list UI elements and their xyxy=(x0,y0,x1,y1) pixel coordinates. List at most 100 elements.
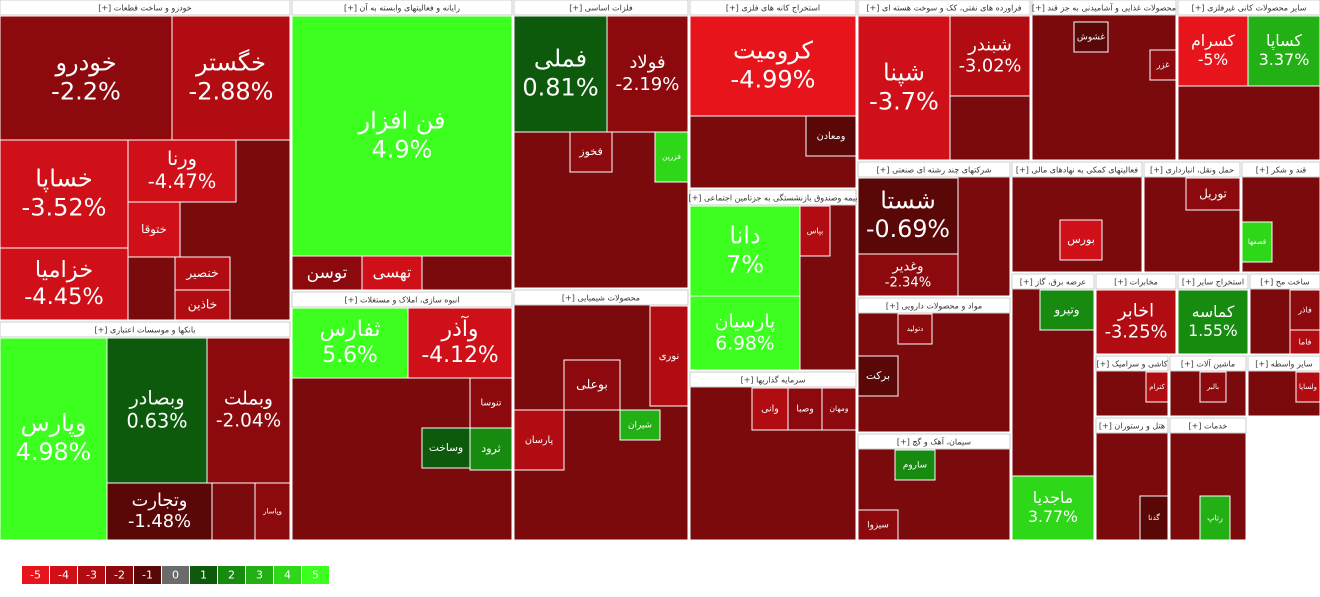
sector: [+] فعالیتهای کمکی به نهادهای مالی بورس xyxy=(1011,161,1143,273)
sector-header xyxy=(0,321,291,338)
sector-title: [+] عرضه برق، گاز xyxy=(1020,277,1086,287)
sector-title: [+] حمل ونقل، انبارداری xyxy=(1150,166,1234,175)
tile xyxy=(563,359,621,411)
tile xyxy=(1177,289,1249,355)
sector-header xyxy=(689,189,857,206)
tile xyxy=(619,409,661,441)
tile xyxy=(174,289,231,321)
legend-label: 2 xyxy=(228,569,235,582)
tile-name: فولاد xyxy=(629,52,665,73)
tile-name: وصبا xyxy=(796,405,813,415)
tile xyxy=(1039,289,1095,331)
tile-name: وتجارت xyxy=(132,490,188,511)
tile-name: پارسیان xyxy=(715,311,775,332)
tile-value-label: 0.63% xyxy=(126,410,187,433)
tile xyxy=(1185,177,1241,211)
tile-value-label: 1.55% xyxy=(1188,322,1237,340)
sector: [+] استخراج کانه های فلزی کرومیت-4.99% ومع… xyxy=(689,0,857,189)
tile xyxy=(1199,495,1231,541)
tile-value-label: -3.7% xyxy=(869,87,939,115)
sector: [+] کاشی و سرامیک کترام xyxy=(1095,355,1169,417)
tile-name: شبندر xyxy=(967,35,1012,55)
sector-title: [+] ساخت مح xyxy=(1260,278,1310,287)
tile-name: توسن xyxy=(307,263,348,283)
legend-label: -4 xyxy=(58,569,69,582)
legend-swatch xyxy=(106,566,133,584)
sector: [+] خدمات رتاپ xyxy=(1169,417,1247,541)
sector-header xyxy=(513,0,689,16)
tile xyxy=(291,255,363,291)
tile-name: فاذر xyxy=(1297,306,1312,315)
tile xyxy=(254,482,291,541)
tile-name: وپاسار xyxy=(262,508,282,516)
sector-header xyxy=(1177,273,1249,290)
tile xyxy=(361,255,423,291)
tile-value-label: 4.9% xyxy=(372,135,433,163)
sector-title: [+] مواد و محصولات دارویی xyxy=(886,302,982,311)
tile-name: وبصادر xyxy=(129,386,185,409)
tile-name: غشوش xyxy=(1077,33,1106,43)
tile xyxy=(949,15,1031,97)
tile xyxy=(1199,371,1227,403)
tile-name: غزر xyxy=(1155,60,1170,70)
tile-name: ثفارس xyxy=(319,317,380,342)
tile xyxy=(1073,21,1109,53)
tile xyxy=(106,482,213,541)
tile xyxy=(1139,495,1169,541)
tile-value-label: -3.25% xyxy=(1105,323,1168,343)
sector-title: [+] هتل و رستوران xyxy=(1099,422,1165,431)
tile xyxy=(1247,15,1320,87)
tile xyxy=(0,247,129,321)
sector-header xyxy=(1011,273,1095,290)
sector-title: [+] ماشین آلات xyxy=(1181,359,1235,369)
sector-title: [+] استخراج سایر xyxy=(1182,278,1244,287)
sector: [+] مواد و محصولات دارویی برکت دتولید xyxy=(857,297,1011,433)
sector-title: [+] سایر واسطه xyxy=(1255,360,1313,369)
tile-value-label: 7% xyxy=(726,250,764,278)
tile-value-label: -1.48% xyxy=(128,511,191,532)
sector-header xyxy=(1143,161,1241,178)
sector: [+] مخابرات اخابر-3.25% xyxy=(1095,273,1177,355)
sector-title: [+] خودرو و ساخت قطعات xyxy=(98,4,192,13)
legend-label: -3 xyxy=(86,569,97,582)
tile-name: بالبر xyxy=(1206,383,1219,391)
sector-title: [+] فلزات اساسی xyxy=(569,4,633,13)
sector: [+] سرمایه گذاریها ومهان وصبا وانی xyxy=(689,371,857,541)
sector: [+] رایانه و فعالیتهای وابسته به آن فن اف… xyxy=(291,0,513,291)
legend-label: 4 xyxy=(284,569,291,582)
sector-header xyxy=(857,297,1011,314)
sector-header xyxy=(689,0,857,16)
tile xyxy=(821,387,857,431)
tile-name: بپاس xyxy=(807,227,824,236)
tile xyxy=(689,295,801,371)
sector-title: [+] شرکتهای چند رشته ای صنعتی xyxy=(877,166,992,175)
sector-title: [+] فعالیتهای کمکی به نهادهای مالی xyxy=(1016,166,1138,175)
tile-value-label: -3.52% xyxy=(22,193,107,221)
sector-title: [+] مخابرات xyxy=(1114,278,1158,287)
tile xyxy=(1011,475,1095,541)
legend-label: 5 xyxy=(312,569,319,582)
tile xyxy=(1241,221,1273,263)
sector-title: [+] کاشی و سرامیک xyxy=(1096,360,1167,369)
tile-name: سیزوا xyxy=(867,521,889,531)
sector-header xyxy=(1241,161,1320,178)
tile-name: فن افزار xyxy=(357,107,445,135)
legend-swatch xyxy=(274,566,301,584)
tile-value-label: 4.98% xyxy=(16,438,92,466)
tile-value-label: -3.02% xyxy=(959,57,1022,77)
sector-header xyxy=(1031,0,1177,16)
tile xyxy=(897,313,933,345)
tile xyxy=(206,337,291,484)
tile xyxy=(894,449,936,481)
tile-value-label: -0.69% xyxy=(866,215,950,243)
tile-name: ولساپا xyxy=(1299,383,1317,391)
tile-name: ختوقا xyxy=(141,222,167,237)
legend-swatch xyxy=(22,566,49,584)
tile-value-label: -4.47% xyxy=(148,170,217,193)
tile-name: شستا xyxy=(880,186,936,214)
tile-name: دانا xyxy=(729,222,760,250)
